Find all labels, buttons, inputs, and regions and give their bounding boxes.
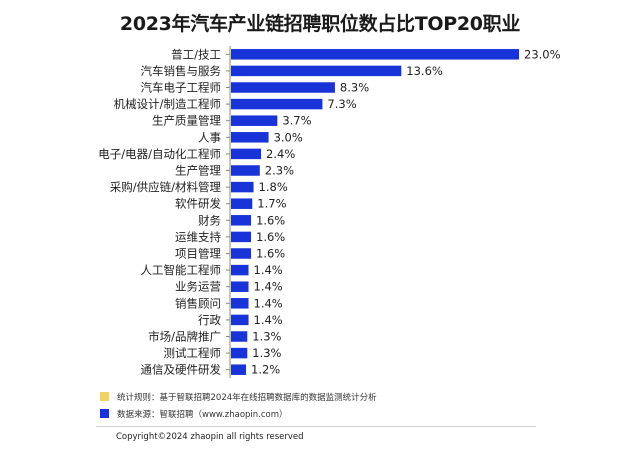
yellow-square-icon: [100, 392, 109, 401]
data-label: 1.7%: [257, 197, 286, 211]
data-label: 1.6%: [256, 247, 285, 261]
bar: [231, 364, 247, 375]
bar: [231, 215, 252, 226]
category-label: 市场/品牌推广: [148, 330, 221, 344]
bar: [231, 132, 269, 143]
category-label: 业务运营: [175, 280, 221, 294]
data-label: 1.6%: [256, 230, 285, 244]
bar: [231, 98, 323, 110]
category-label: 普工/技工: [171, 47, 221, 61]
data-label: 1.2%: [251, 363, 280, 377]
bar: [231, 248, 252, 259]
bar-chart: 普工/技工 23.0% 汽车销售与服务 13.6% 汽车电子工程师 8.3% 机械设计/制造…: [98, 46, 561, 378]
chart-title: 2023年汽车产业链招聘职位数占比TOP20职业: [119, 13, 521, 35]
category-label: 销售顾问: [175, 296, 221, 310]
data-label: 13.6%: [406, 64, 443, 78]
data-label: 1.3%: [252, 330, 281, 344]
data-label: 3.0%: [274, 130, 303, 144]
copyright: Copyright©2024 zhaopin all rights reserv…: [116, 432, 304, 442]
category-label: 生产管理: [175, 164, 221, 178]
footnote-rule-text: 统计规则：基于智联招聘2024年在线招聘数据库的数据监测统计分析: [117, 392, 377, 403]
bar: [231, 198, 253, 209]
category-label: 运维支持: [175, 230, 221, 244]
bar: [231, 165, 260, 176]
bar: [231, 331, 248, 342]
category-label: 软件研发: [175, 197, 221, 211]
footnote-source: 数据来源：智联招聘（www.zhaopin.com）: [100, 405, 377, 422]
category-label: 财务: [198, 213, 221, 227]
category-label: 通信及硬件研发: [141, 363, 222, 377]
bar: [231, 281, 249, 292]
data-label: 1.6%: [256, 213, 285, 227]
bar: [231, 82, 335, 93]
bar: [231, 148, 262, 160]
category-label: 项目管理: [175, 247, 221, 261]
data-label: 2.3%: [265, 164, 294, 178]
bar: [231, 181, 254, 193]
footnote-source-text: 数据来源：智联招聘（www.zhaopin.com）: [117, 409, 288, 420]
category-label: 行政: [198, 313, 221, 327]
bar: [231, 298, 249, 309]
category-label: 生产质量管理: [152, 114, 221, 128]
category-label: 人事: [198, 130, 221, 144]
category-label: 电子/电器/自动化工程师: [98, 147, 221, 161]
bar: [231, 347, 248, 359]
footnotes: 统计规则：基于智联招聘2024年在线招聘数据库的数据监测统计分析 数据来源：智联…: [100, 388, 377, 422]
data-label: 1.4%: [254, 280, 283, 294]
category-label: 测试工程师: [164, 346, 222, 360]
data-label: 1.3%: [252, 346, 281, 360]
data-label: 1.8%: [259, 180, 288, 194]
bar: [231, 264, 249, 276]
divider: [96, 426, 536, 427]
blue-square-icon: [100, 409, 109, 418]
footnote-rule: 统计规则：基于智联招聘2024年在线招聘数据库的数据监测统计分析: [100, 388, 377, 405]
data-label: 8.3%: [340, 81, 369, 95]
category-label: 采购/供应链/材料管理: [110, 180, 222, 194]
category-label: 汽车销售与服务: [141, 64, 222, 78]
bar: [231, 115, 278, 126]
category-label: 汽车电子工程师: [141, 81, 222, 95]
bar: [231, 314, 249, 326]
bar: [231, 65, 402, 77]
bar: [231, 49, 519, 60]
data-label: 2.4%: [266, 147, 295, 161]
category-label: 人工智能工程师: [141, 263, 222, 277]
data-label: 1.4%: [254, 313, 283, 327]
data-label: 1.4%: [254, 296, 283, 310]
bar: [231, 231, 252, 243]
data-label: 23.0%: [524, 47, 561, 61]
data-label: 7.3%: [327, 97, 356, 111]
data-label: 1.4%: [254, 263, 283, 277]
category-label: 机械设计/制造工程师: [114, 97, 221, 111]
data-label: 3.7%: [282, 114, 311, 128]
